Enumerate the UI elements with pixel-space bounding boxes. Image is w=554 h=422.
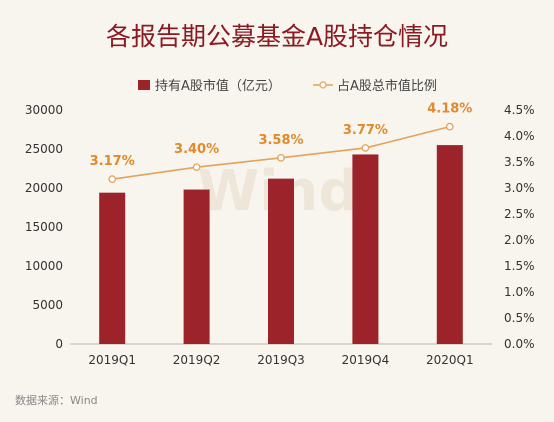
x-tick-label: 2019Q3 [257,353,305,367]
y-right-tick-label: 3.5% [504,155,535,169]
x-tick-label: 2019Q2 [173,353,221,367]
y-left-tick-label: 5000 [32,298,63,312]
legend-bar-swatch [138,80,150,90]
y-left-tick-label: 0 [55,337,63,351]
ratio-point [277,153,285,162]
y-right-tick-label: 0.5% [504,311,535,325]
ratio-data-label: 4.18% [427,102,472,117]
bar [183,189,210,344]
y-right-tick-label: 3.0% [504,181,535,195]
bar [352,154,379,344]
bar [268,178,294,344]
source-note: 数据来源：Wind [15,393,98,407]
y-left-tick-label: 25000 [25,142,63,156]
ratio-point [192,163,201,172]
y-right-tick-label: 4.0% [504,129,535,143]
ratio-point [108,175,117,184]
legend-line-label: 占A股总市值比例 [337,78,437,94]
y-left-tick-label: 10000 [25,259,63,273]
legend: 持有A股市值（亿元） 占A股总市值比例 [138,78,437,94]
legend-bar-label: 持有A股市值（亿元） [155,78,281,94]
ratio-point [445,122,454,131]
y-right-tick-label: 1.5% [504,259,535,273]
chart-title: 各报告期公募基金A股持仓情况 [106,22,448,51]
plot-area: 0 5000 10000 15000 20000 25000 30000 0.0% 0.5% 1.… [25,102,535,367]
bar [99,192,126,344]
y-left-tick-label: 20000 [25,181,63,195]
ratio-data-label: 3.17% [90,154,135,169]
legend-line-marker [319,81,327,89]
ratio-data-label: 3.77% [343,123,388,138]
y-right-tick-label: 4.5% [504,103,535,117]
x-tick-label: 2020Q1 [426,353,474,367]
y-right-tick-label: 2.0% [504,233,535,247]
y-right-tick-label: 0.0% [504,337,535,351]
ratio-data-label: 3.58% [258,133,303,148]
y-left-tick-label: 30000 [25,103,63,117]
x-tick-label: 2019Q1 [88,353,136,367]
y-right-tick-label: 2.5% [504,207,535,221]
y-right-tick-label: 1.0% [504,285,535,299]
ratio-point [361,144,370,152]
ratio-data-label: 3.40% [174,142,219,157]
x-tick-label: 2019Q4 [342,353,390,367]
y-left-tick-label: 15000 [25,220,63,234]
bar [436,145,463,344]
